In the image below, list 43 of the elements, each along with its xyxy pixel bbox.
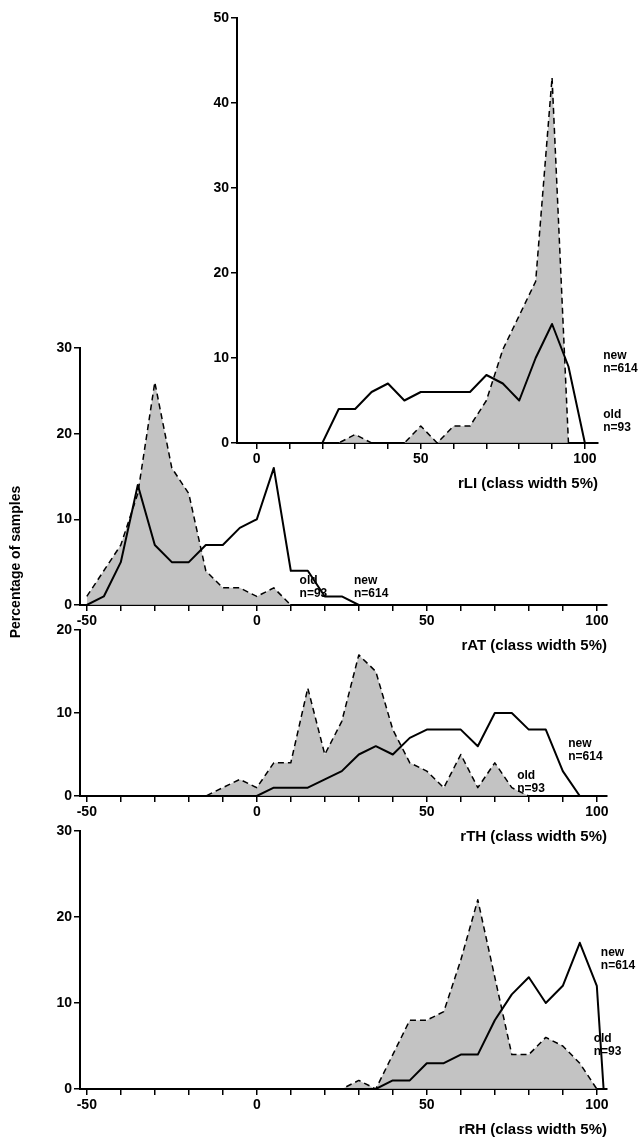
y-tick-label: 0 xyxy=(221,433,230,450)
y-tick-label: 50 xyxy=(213,8,230,25)
y-tick-label: 10 xyxy=(56,703,73,720)
y-tick-label: 10 xyxy=(213,348,230,365)
x-tick-label: -50 xyxy=(76,803,98,820)
y-tick-label: 20 xyxy=(213,263,230,280)
annotation: new n=614 xyxy=(568,736,603,764)
y-tick-label: 30 xyxy=(213,178,230,195)
x-tick-label: 0 xyxy=(252,612,261,629)
x-tick-label: 50 xyxy=(419,1096,435,1113)
annotation: old n=93 xyxy=(517,767,546,795)
x-tick-label: 50 xyxy=(419,612,435,629)
annotation: new n=614 xyxy=(600,945,636,973)
y-tick-label: 20 xyxy=(56,907,73,924)
x-axis-title: rLI (class width 5%) xyxy=(457,474,598,492)
y-axis-title: Percentage of samples xyxy=(6,485,23,639)
x-tick-label: 50 xyxy=(419,803,435,820)
x-tick-label: 50 xyxy=(412,450,429,467)
annotation: old n=93 xyxy=(603,407,632,435)
annotation: new n=614 xyxy=(354,573,389,601)
y-tick-label: 20 xyxy=(56,620,73,637)
y-tick-label: 40 xyxy=(213,93,230,110)
y-tick-label: 0 xyxy=(64,786,73,803)
x-tick-label: 0 xyxy=(252,450,261,467)
y-tick-label: 20 xyxy=(56,424,73,441)
y-tick-label: 10 xyxy=(56,993,73,1010)
x-axis-title: rAT (class width 5%) xyxy=(461,636,607,654)
annotation: new n=614 xyxy=(603,347,638,375)
x-tick-label: -50 xyxy=(76,612,98,629)
x-tick-label: -50 xyxy=(76,1096,98,1113)
x-axis-title: rRH (class width 5%) xyxy=(458,1120,607,1138)
x-tick-label: 100 xyxy=(573,450,597,467)
x-tick-label: 0 xyxy=(252,1096,261,1113)
y-tick-label: 10 xyxy=(56,510,73,527)
y-tick-label: 30 xyxy=(56,821,73,838)
x-tick-label: 0 xyxy=(252,803,261,820)
x-tick-label: 100 xyxy=(585,612,609,629)
x-tick-label: 100 xyxy=(585,803,609,820)
y-tick-label: 30 xyxy=(56,338,73,355)
y-tick-label: 0 xyxy=(64,595,73,612)
y-tick-label: 0 xyxy=(64,1079,73,1096)
x-axis-title: rTH (class width 5%) xyxy=(460,827,607,845)
x-tick-label: 100 xyxy=(585,1096,609,1113)
